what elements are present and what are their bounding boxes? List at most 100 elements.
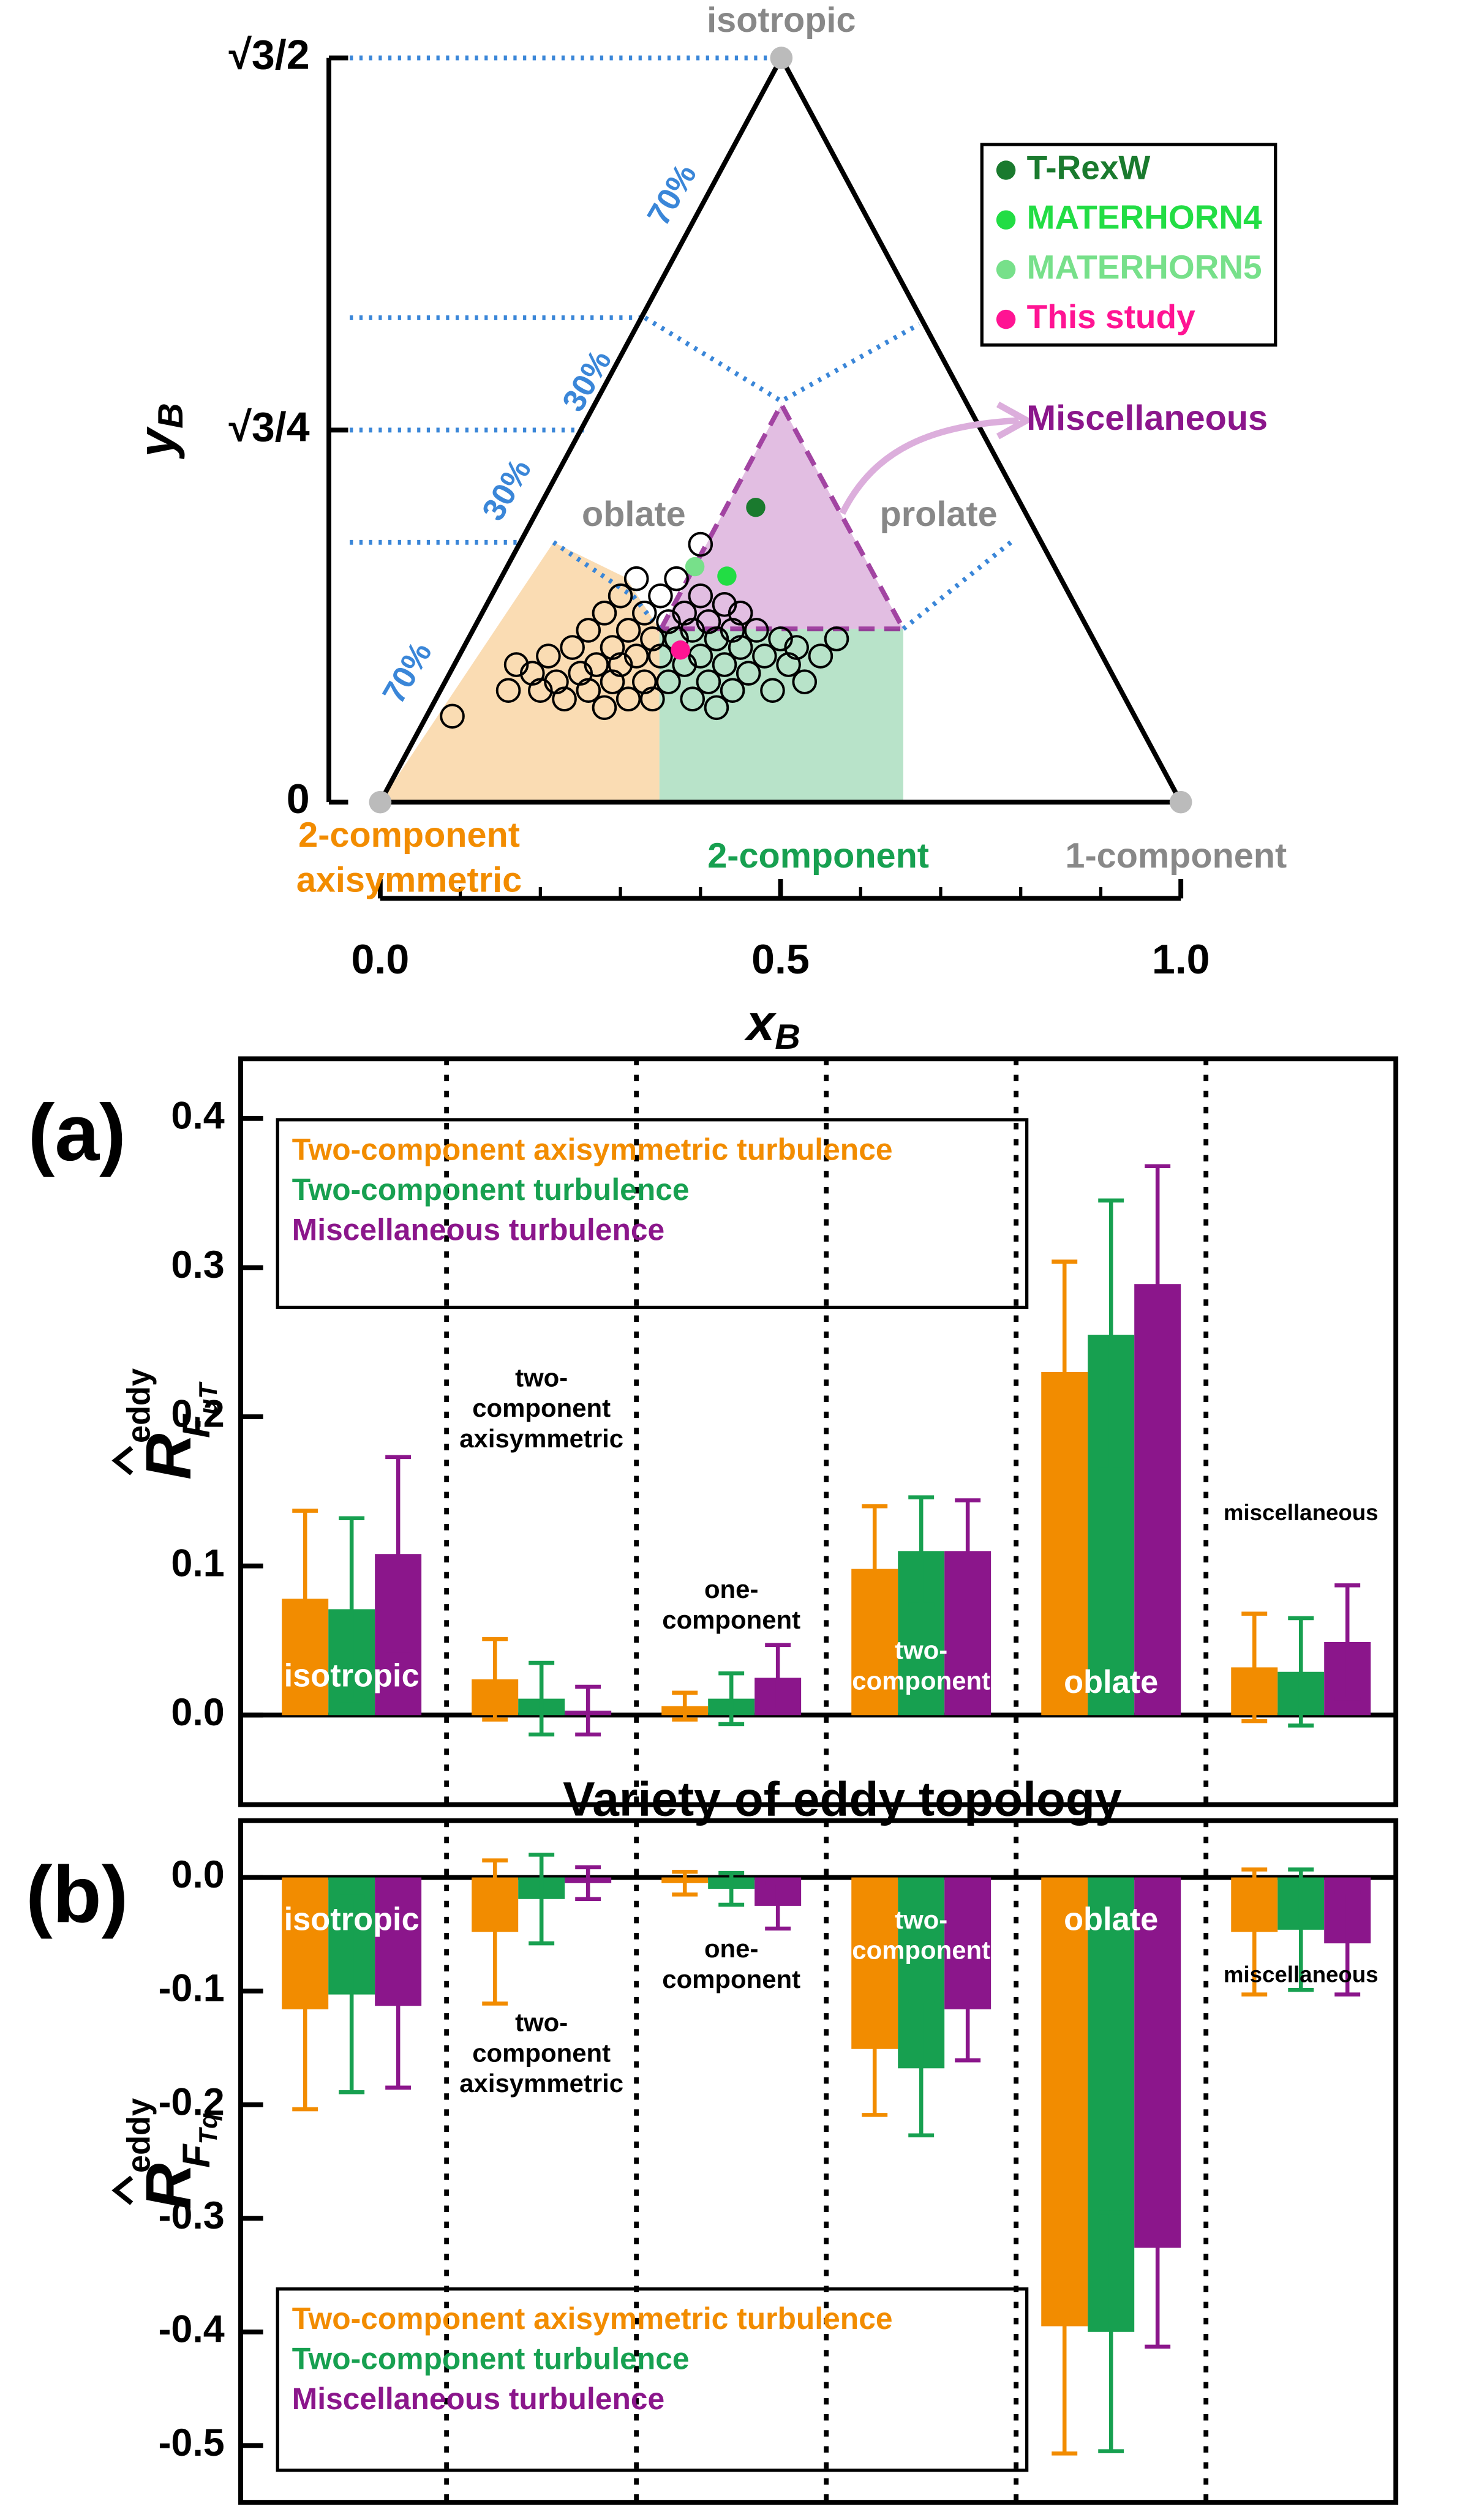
point (440, 703, 465, 729)
point (760, 678, 785, 703)
y-axis-label-text: Reddy FTq (121, 2098, 222, 2210)
triangle (376, 53, 1185, 805)
point (608, 652, 633, 677)
category-label: component (662, 1605, 800, 1634)
error-bar (765, 1881, 791, 1931)
error-bar (1145, 1164, 1171, 1404)
y-axis-label-text: Reddy FuT (121, 1368, 222, 1480)
point (744, 618, 769, 643)
point (688, 531, 713, 557)
y-label-sup: eddy (121, 1368, 157, 1443)
point (648, 643, 673, 669)
point (640, 626, 665, 651)
category-label: component (852, 1936, 990, 1965)
point (664, 566, 689, 591)
y-label-hat (111, 2175, 134, 2205)
y-axis-label-main: y (127, 426, 185, 460)
category-label: miscellaneous (1224, 1500, 1379, 1525)
x-axis-label-main: x (744, 994, 777, 1051)
point (784, 635, 809, 660)
y-tick-label: 0.0 (171, 1853, 224, 1896)
panel-label: (a) (28, 1087, 126, 1177)
error-bar (529, 1660, 555, 1737)
annotation: isotropic (707, 1, 856, 40)
point (704, 626, 729, 651)
x-axis-label: xB (744, 994, 800, 1057)
point (752, 643, 777, 669)
point (696, 609, 721, 634)
point (519, 661, 545, 686)
legend-box (276, 2287, 1029, 2472)
point (728, 601, 753, 626)
category-label: two- (895, 1905, 947, 1934)
point (696, 669, 721, 694)
point (552, 686, 577, 712)
y-tick-label: 0.1 (171, 1542, 224, 1584)
legend-label: T-RexW (1027, 149, 1151, 187)
error-bar (575, 1684, 601, 1737)
y-tick-label: √3/2 (229, 32, 310, 78)
error-bar (1241, 1867, 1268, 1997)
y-tick-label: -0.3 (158, 2194, 224, 2237)
error-bar (672, 1690, 698, 1722)
point (608, 583, 633, 609)
y-tick-label: 0.3 (171, 1243, 224, 1286)
point (503, 652, 529, 677)
error-bar (955, 1956, 981, 2063)
point (615, 686, 641, 712)
error-bar (718, 1870, 745, 1907)
y-axis-label: Reddy FuT (111, 1368, 222, 1480)
point (688, 583, 713, 609)
point (736, 661, 761, 686)
point (615, 618, 641, 643)
legend-label: Two-component turbulence (292, 2342, 690, 2376)
y-tick-label: √3/4 (229, 403, 310, 450)
legend-marker (996, 160, 1016, 180)
y-label-subsub: Tq (194, 2113, 222, 2144)
point (712, 652, 737, 677)
annotation: prolate (880, 495, 998, 534)
legend-label: MATERHORN5 (1027, 248, 1262, 286)
error-bar (862, 1504, 888, 1634)
point (672, 601, 697, 626)
point (720, 678, 745, 703)
point (717, 566, 737, 586)
x-tick-label: 0.0 (352, 936, 410, 983)
point (720, 618, 745, 643)
error-bar (385, 1455, 412, 1653)
point (631, 669, 657, 694)
x-axis-label-sub: B (775, 1018, 800, 1057)
annotation: Miscellaneous (1026, 399, 1268, 438)
error-bar (575, 1865, 601, 1902)
point (600, 635, 625, 660)
point (685, 557, 705, 577)
y-tick-label: 0.2 (171, 1393, 224, 1436)
error-bar (862, 1981, 888, 2117)
point (728, 635, 753, 660)
legend-marker (996, 210, 1016, 230)
plot-frame (238, 1818, 1399, 2505)
x-axis-label: Variety of eddy topology (563, 1772, 1122, 1826)
error-bar (1098, 2210, 1124, 2453)
error-bar (385, 1922, 412, 2090)
point (568, 661, 593, 686)
point (704, 695, 729, 721)
annotation: 1-component (1065, 836, 1287, 876)
arrow (839, 417, 1019, 515)
point (680, 686, 706, 712)
legend-label: Two-component turbulence (292, 1172, 690, 1207)
error-bar (1241, 1611, 1268, 1723)
category-label: oblate (1064, 1665, 1158, 1700)
y-tick-label: -0.2 (158, 2080, 224, 2123)
plot-frame (238, 1056, 1399, 1807)
y-label-sub: F (175, 2143, 217, 2168)
error-bar (718, 1671, 745, 1727)
error-bar (482, 1637, 508, 1722)
x-tick-label: 1.0 (1152, 936, 1210, 983)
point (656, 669, 681, 694)
point (824, 626, 849, 651)
category-label: one- (704, 1934, 758, 1963)
y-label-sup: eddy (121, 2098, 157, 2173)
error-bar (482, 1858, 508, 2006)
